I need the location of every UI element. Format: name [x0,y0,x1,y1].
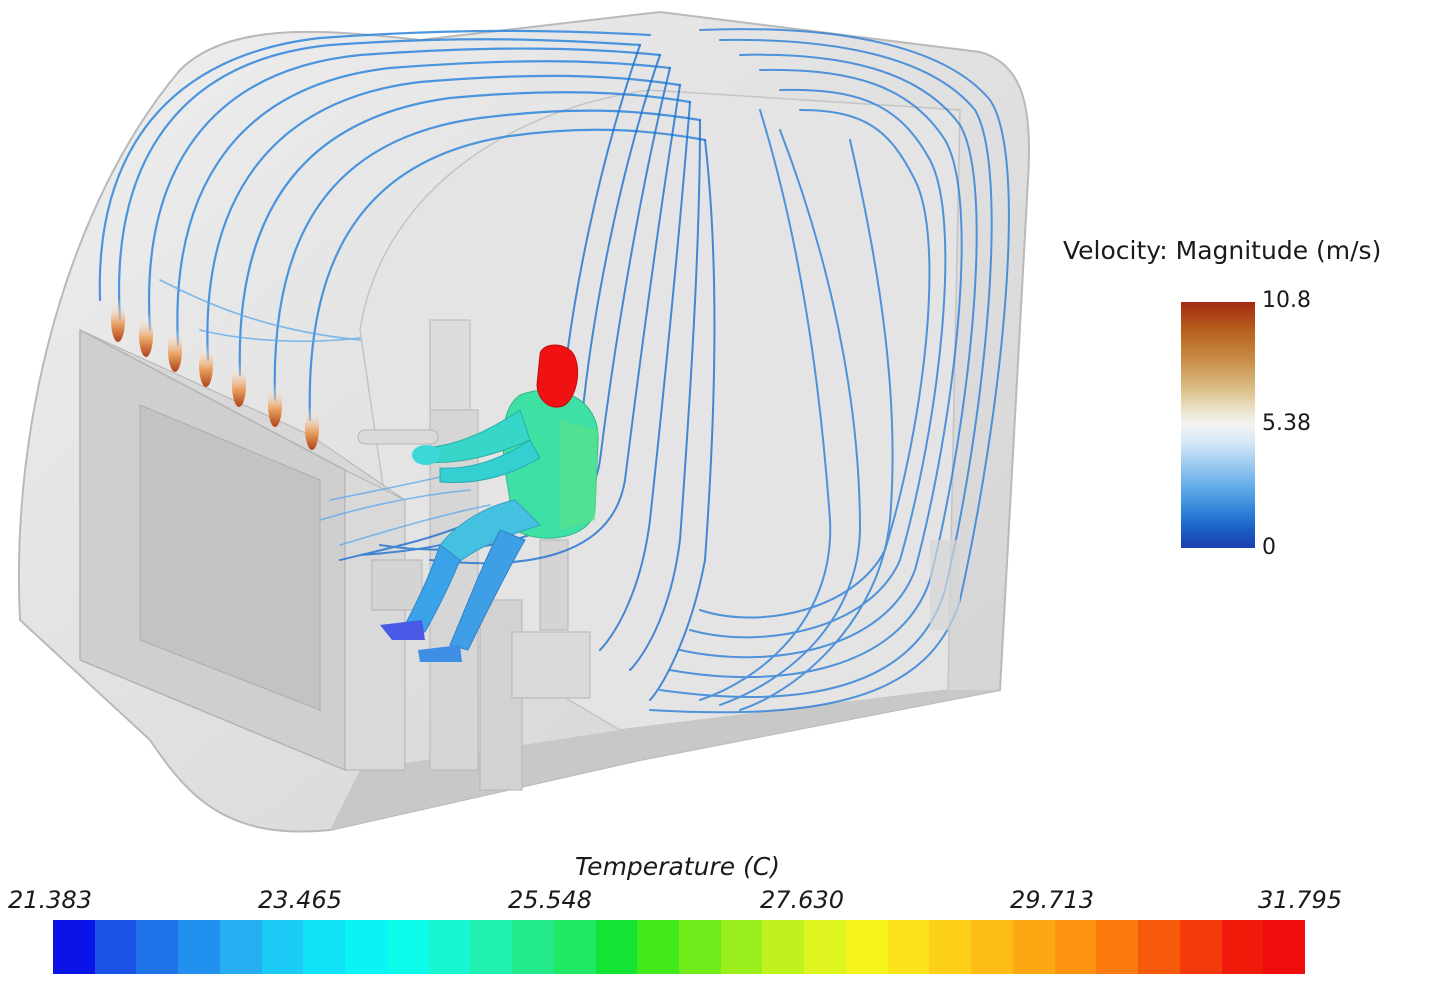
velocity-tick-max: 10.8 [1262,288,1311,313]
temperature-color-segment [804,920,846,974]
airflow-streamlines [98,28,1010,714]
manikin-foot-2 [418,645,462,662]
temperature-color-segment [595,920,638,974]
temperature-color-segment [720,920,763,974]
temperature-color-segment [762,920,805,974]
temperature-color-segment [136,920,179,974]
temperature-tick: 27.630 [760,886,844,914]
air-vents [111,298,319,450]
temperature-color-segment [1096,920,1139,974]
temperature-color-segment [53,920,95,974]
seat-backrest [429,319,471,411]
temperature-color-segment [637,920,680,974]
velocity-tick-min: 0 [1262,535,1276,560]
temperature-color-segment [345,920,387,974]
temperature-color-segment [679,920,721,974]
seat-arm-bar [357,429,439,445]
temperature-color-segment [1012,920,1055,974]
temperature-color-segment [971,920,1013,974]
temperature-color-segment [553,920,596,974]
manikin-hand [412,445,440,465]
console-side [344,469,406,771]
seat-base-block [511,631,591,699]
temperature-tick: 21.383 [8,886,92,914]
temperature-tick: 25.548 [508,886,592,914]
velocity-legend-title: Velocity: Magnitude (m/s) [1063,236,1382,265]
manikin-forearm [439,439,541,484]
temperature-color-segment [219,920,262,974]
temperature-color-segment [1179,920,1222,974]
pedal-block [371,559,423,611]
temperature-color-segment [1263,920,1306,974]
temperature-color-segment [178,920,220,974]
temperature-color-segment [929,920,972,974]
temperature-tick: 23.465 [258,886,342,914]
manikin-seat-back-fill [560,420,598,530]
temperature-color-segment [1138,920,1180,974]
temperature-color-segment [887,920,930,974]
temperature-legend-title: Temperature (C) [575,852,780,881]
velocity-tick-mid: 5.38 [1262,411,1311,436]
manikin-lower-leg-2 [449,529,526,651]
temperature-color-segment [1054,920,1097,974]
temperature-color-segment [94,920,137,974]
velocity-colorbar [1181,302,1255,548]
temperature-tick: 31.795 [1258,886,1342,914]
temperature-color-segment [428,920,471,974]
temperature-color-segment [512,920,554,974]
operator-manikin [380,344,599,662]
manikin-head [536,344,579,408]
temperature-tick: 29.713 [1010,886,1094,914]
temperature-color-segment [1221,920,1264,974]
temperature-color-segment [845,920,888,974]
temperature-colorbar [53,920,1306,974]
console-panel [139,404,321,711]
cabin-back-wall [359,89,961,731]
manikin-foot [380,620,425,640]
temperature-color-segment [261,920,304,974]
temperature-color-segment [386,920,429,974]
temperature-color-segment [470,920,513,974]
rear-panel [930,540,960,630]
temperature-color-segment [303,920,346,974]
joystick-base [539,539,569,631]
